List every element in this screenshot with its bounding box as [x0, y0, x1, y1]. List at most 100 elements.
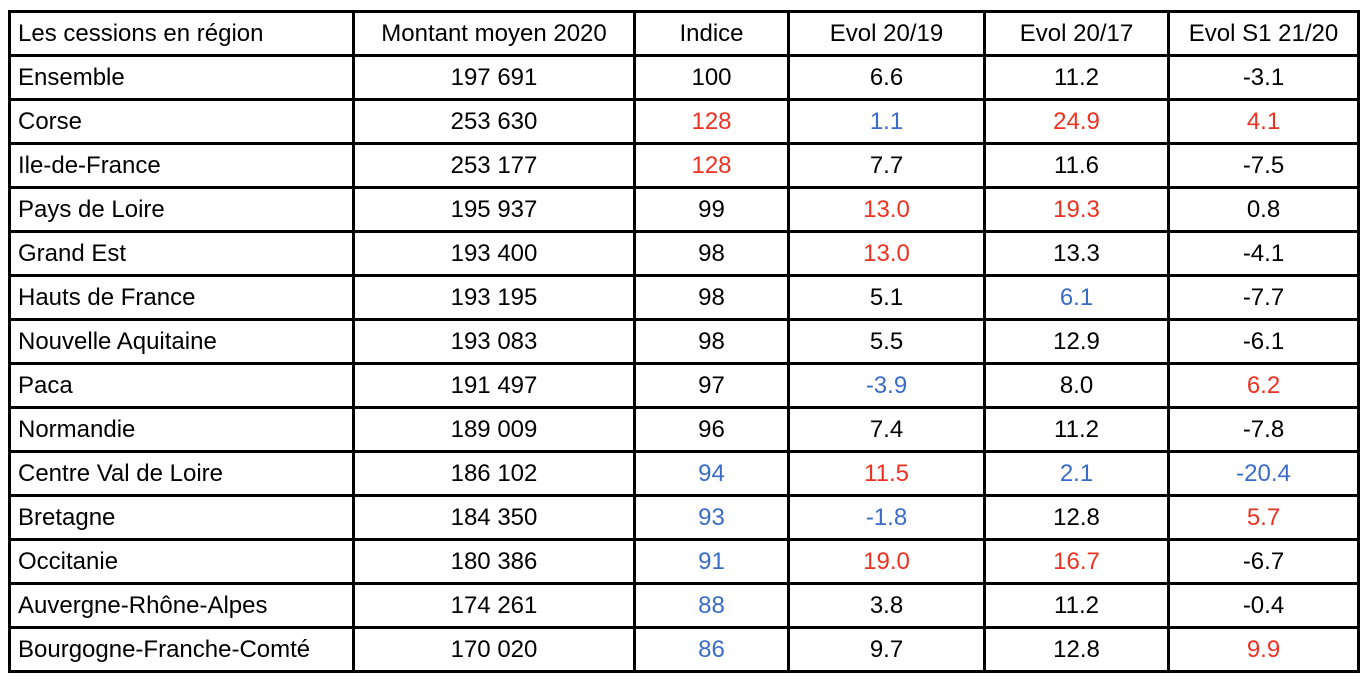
evol-20-17-cell: 11.6 — [983, 142, 1170, 189]
evol-20-17-cell: 12.8 — [983, 626, 1170, 673]
indice-cell: 128 — [633, 98, 790, 145]
region-cell: Auvergne-Rhône-Alpes — [8, 582, 355, 629]
evol-20-19-cell: 7.7 — [787, 142, 986, 189]
indice-cell: 100 — [633, 54, 790, 101]
evol-s1-21-20-cell: -7.8 — [1167, 406, 1360, 453]
evol-20-17-cell: 11.2 — [983, 582, 1170, 629]
indice-cell: 98 — [633, 318, 790, 365]
montant-moyen-cell: 253 177 — [352, 142, 636, 189]
table-row: Bourgogne-Franche-Comté 170 020 86 9.7 1… — [8, 626, 1360, 673]
region-cell: Grand Est — [8, 230, 355, 277]
indice-cell: 86 — [633, 626, 790, 673]
evol-20-19-cell: 5.1 — [787, 274, 986, 321]
region-cell: Nouvelle Aquitaine — [8, 318, 355, 365]
evol-20-17-cell: 19.3 — [983, 186, 1170, 233]
evol-s1-21-20-cell: -4.1 — [1167, 230, 1360, 277]
region-cell: Centre Val de Loire — [8, 450, 355, 497]
evol-s1-21-20-cell: -7.5 — [1167, 142, 1360, 189]
evol-s1-21-20-cell: -6.1 — [1167, 318, 1360, 365]
evol-20-19-cell: 7.4 — [787, 406, 986, 453]
region-cell: Ensemble — [8, 54, 355, 101]
montant-moyen-cell: 193 083 — [352, 318, 636, 365]
evol-20-17-cell: 2.1 — [983, 450, 1170, 497]
indice-cell: 88 — [633, 582, 790, 629]
table-row: Occitanie 180 386 91 19.0 16.7 -6.7 — [8, 538, 1360, 585]
region-cell: Bretagne — [8, 494, 355, 541]
table-container: Les cessions en région Montant moyen 202… — [8, 10, 1360, 673]
evol-s1-21-20-cell: 0.8 — [1167, 186, 1360, 233]
evol-s1-21-20-cell: -6.7 — [1167, 538, 1360, 585]
indice-cell: 128 — [633, 142, 790, 189]
evol-20-17-cell: 12.8 — [983, 494, 1170, 541]
table-row: Centre Val de Loire 186 102 94 11.5 2.1 … — [8, 450, 1360, 497]
evol-s1-21-20-cell: -20.4 — [1167, 450, 1360, 497]
montant-moyen-cell: 180 386 — [352, 538, 636, 585]
table-row: Hauts de France 193 195 98 5.1 6.1 -7.7 — [8, 274, 1360, 321]
montant-moyen-cell: 184 350 — [352, 494, 636, 541]
montant-moyen-cell: 193 195 — [352, 274, 636, 321]
table-row: Grand Est 193 400 98 13.0 13.3 -4.1 — [8, 230, 1360, 277]
table-row: Nouvelle Aquitaine 193 083 98 5.5 12.9 -… — [8, 318, 1360, 365]
evol-s1-21-20-cell: -7.7 — [1167, 274, 1360, 321]
montant-moyen-cell: 197 691 — [352, 54, 636, 101]
table-body: Ensemble 197 691 100 6.6 11.2 -3.1 Corse… — [8, 54, 1360, 673]
montant-moyen-cell: 189 009 — [352, 406, 636, 453]
indice-cell: 98 — [633, 274, 790, 321]
montant-moyen-cell: 186 102 — [352, 450, 636, 497]
evol-s1-21-20-cell: 5.7 — [1167, 494, 1360, 541]
column-header-evol-20-17: Evol 20/17 — [983, 10, 1170, 57]
region-cell: Pays de Loire — [8, 186, 355, 233]
region-cell: Normandie — [8, 406, 355, 453]
header-row: Les cessions en région Montant moyen 202… — [8, 10, 1360, 57]
evol-20-19-cell: 1.1 — [787, 98, 986, 145]
evol-20-19-cell: 13.0 — [787, 230, 986, 277]
montant-moyen-cell: 170 020 — [352, 626, 636, 673]
region-cell: Bourgogne-Franche-Comté — [8, 626, 355, 673]
evol-20-19-cell: 9.7 — [787, 626, 986, 673]
evol-20-17-cell: 16.7 — [983, 538, 1170, 585]
montant-moyen-cell: 191 497 — [352, 362, 636, 409]
table-row: Auvergne-Rhône-Alpes 174 261 88 3.8 11.2… — [8, 582, 1360, 629]
montant-moyen-cell: 195 937 — [352, 186, 636, 233]
evol-20-19-cell: 11.5 — [787, 450, 986, 497]
indice-cell: 91 — [633, 538, 790, 585]
evol-20-19-cell: 6.6 — [787, 54, 986, 101]
evol-s1-21-20-cell: -3.1 — [1167, 54, 1360, 101]
evol-20-19-cell: 5.5 — [787, 318, 986, 365]
column-header-evol-20-19: Evol 20/19 — [787, 10, 986, 57]
evol-20-17-cell: 11.2 — [983, 406, 1170, 453]
evol-s1-21-20-cell: 6.2 — [1167, 362, 1360, 409]
montant-moyen-cell: 174 261 — [352, 582, 636, 629]
evol-20-19-cell: 3.8 — [787, 582, 986, 629]
indice-cell: 94 — [633, 450, 790, 497]
evol-s1-21-20-cell: 9.9 — [1167, 626, 1360, 673]
indice-cell: 96 — [633, 406, 790, 453]
table-row: Normandie 189 009 96 7.4 11.2 -7.8 — [8, 406, 1360, 453]
region-cell: Hauts de France — [8, 274, 355, 321]
montant-moyen-cell: 193 400 — [352, 230, 636, 277]
table-row: Pays de Loire 195 937 99 13.0 19.3 0.8 — [8, 186, 1360, 233]
table-row: Ensemble 197 691 100 6.6 11.2 -3.1 — [8, 54, 1360, 101]
column-header-region: Les cessions en région — [8, 10, 355, 57]
indice-cell: 98 — [633, 230, 790, 277]
table-row: Paca 191 497 97 -3.9 8.0 6.2 — [8, 362, 1360, 409]
evol-20-17-cell: 11.2 — [983, 54, 1170, 101]
evol-20-19-cell: -3.9 — [787, 362, 986, 409]
evol-20-17-cell: 8.0 — [983, 362, 1170, 409]
table-row: Bretagne 184 350 93 -1.8 12.8 5.7 — [8, 494, 1360, 541]
region-cell: Paca — [8, 362, 355, 409]
evol-s1-21-20-cell: 4.1 — [1167, 98, 1360, 145]
evol-20-17-cell: 6.1 — [983, 274, 1170, 321]
indice-cell: 99 — [633, 186, 790, 233]
evol-20-19-cell: -1.8 — [787, 494, 986, 541]
cessions-table: Les cessions en région Montant moyen 202… — [8, 10, 1360, 673]
region-cell: Corse — [8, 98, 355, 145]
column-header-montant-moyen-2020: Montant moyen 2020 — [352, 10, 636, 57]
table-row: Ile-de-France 253 177 128 7.7 11.6 -7.5 — [8, 142, 1360, 189]
evol-20-19-cell: 19.0 — [787, 538, 986, 585]
evol-s1-21-20-cell: -0.4 — [1167, 582, 1360, 629]
table-row: Corse 253 630 128 1.1 24.9 4.1 — [8, 98, 1360, 145]
column-header-evol-s1-21-20: Evol S1 21/20 — [1167, 10, 1360, 57]
region-cell: Occitanie — [8, 538, 355, 585]
indice-cell: 97 — [633, 362, 790, 409]
